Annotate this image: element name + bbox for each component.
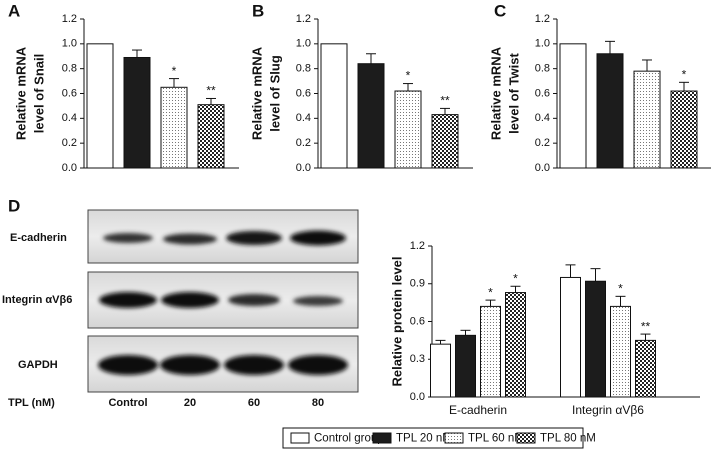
bar <box>430 343 451 398</box>
x-tick-label: E-cadherin <box>449 403 507 417</box>
y-axis-label: Relative mRNA <box>249 46 264 140</box>
significance: * <box>172 64 177 78</box>
legend-swatch <box>372 432 392 444</box>
y-tick-label: 0.0 <box>410 391 425 403</box>
y-tick-label: 0.3 <box>410 353 425 365</box>
legend-label: TPL 60 nM <box>468 433 524 445</box>
y-axis-label: Relative mRNA <box>13 46 28 140</box>
legend-swatch <box>444 432 464 444</box>
bands <box>98 230 348 375</box>
bar <box>559 43 587 169</box>
y-tick-label: 1.0 <box>62 38 77 50</box>
bar <box>320 43 348 169</box>
x-tick-label: Integrin αVβ6 <box>572 403 644 417</box>
bar <box>610 305 631 398</box>
legend-label: TPL 20 nM <box>396 433 452 445</box>
blot-row-label: E-cadherin <box>10 232 67 244</box>
legend-swatch <box>516 432 536 444</box>
y-tick-label: 0.9 <box>410 278 425 290</box>
blot-lanes-label: TPL (nM) <box>8 397 55 409</box>
panel-letter: A <box>8 1 20 20</box>
significance: * <box>406 69 411 83</box>
panel-letter: D <box>8 196 20 215</box>
bar <box>431 114 459 169</box>
y-tick-label: 1.2 <box>410 240 425 252</box>
legend-swatch <box>290 432 310 444</box>
y-axis-label: level of Snail <box>31 54 46 133</box>
y-tick-label: 0.4 <box>62 112 77 124</box>
bar <box>455 334 476 398</box>
y-tick-label: 1.2 <box>535 13 550 25</box>
significance: * <box>618 282 623 296</box>
bar <box>596 53 624 169</box>
y-tick-label: 0.4 <box>535 112 550 124</box>
blot-lane: Control <box>108 397 147 409</box>
significance: ** <box>206 84 216 98</box>
y-tick-label: 0.2 <box>62 137 77 149</box>
panel-letter: B <box>252 1 264 20</box>
y-tick-label: 0.0 <box>62 162 77 174</box>
y-tick-label: 0.6 <box>410 315 425 327</box>
bar <box>123 56 151 169</box>
blot-lane: 20 <box>184 397 196 409</box>
y-tick-label: 1.2 <box>62 13 77 25</box>
significance: ** <box>641 319 651 333</box>
bar <box>357 63 385 169</box>
y-tick-label: 0.0 <box>296 162 311 174</box>
bar <box>480 305 501 398</box>
y-axis-label: level of Twist <box>506 52 521 133</box>
bar <box>633 70 661 169</box>
bar <box>197 104 225 169</box>
y-tick-label: 0.8 <box>296 63 311 75</box>
legend-label: Control group <box>314 433 384 445</box>
blot-lane: 60 <box>248 397 260 409</box>
significance: * <box>488 285 493 299</box>
blot-row-label: Integrin αVβ6 <box>2 294 72 306</box>
bar <box>635 339 656 398</box>
y-tick-label: 0.6 <box>296 87 311 99</box>
y-tick-label: 0.4 <box>296 112 311 124</box>
bar <box>160 86 188 169</box>
y-tick-label: 0.6 <box>62 87 77 99</box>
bar <box>394 90 422 169</box>
significance: ** <box>440 94 450 108</box>
legend-box <box>282 427 584 449</box>
y-tick-label: 0.0 <box>535 162 550 174</box>
y-tick-label: 1.0 <box>296 38 311 50</box>
bar <box>86 43 114 169</box>
y-axis-label: Relative protein level <box>389 256 404 386</box>
y-tick-label: 1.2 <box>296 13 311 25</box>
y-tick-label: 0.8 <box>62 63 77 75</box>
y-tick-label: 0.2 <box>296 137 311 149</box>
panel-letter: C <box>494 1 506 20</box>
significance: * <box>682 67 687 81</box>
bar <box>585 280 606 398</box>
y-axis-label: Relative mRNA <box>488 46 503 140</box>
bar <box>560 276 581 398</box>
y-tick-label: 1.0 <box>535 38 550 50</box>
significance: * <box>513 271 518 285</box>
y-tick-label: 0.8 <box>535 63 550 75</box>
y-axis-label: level of Slug <box>267 55 282 132</box>
y-tick-label: 0.2 <box>535 137 550 149</box>
y-tick-label: 0.6 <box>535 87 550 99</box>
blot-row-label: GAPDH <box>18 359 58 371</box>
legend-label: TPL 80 nM <box>540 433 596 445</box>
western-blot: E-cadherin Integrin αVβ6 GAPDH TPL (nM) … <box>2 209 359 409</box>
bar <box>670 90 698 169</box>
blot-lane: 80 <box>312 397 324 409</box>
bar <box>505 292 526 398</box>
